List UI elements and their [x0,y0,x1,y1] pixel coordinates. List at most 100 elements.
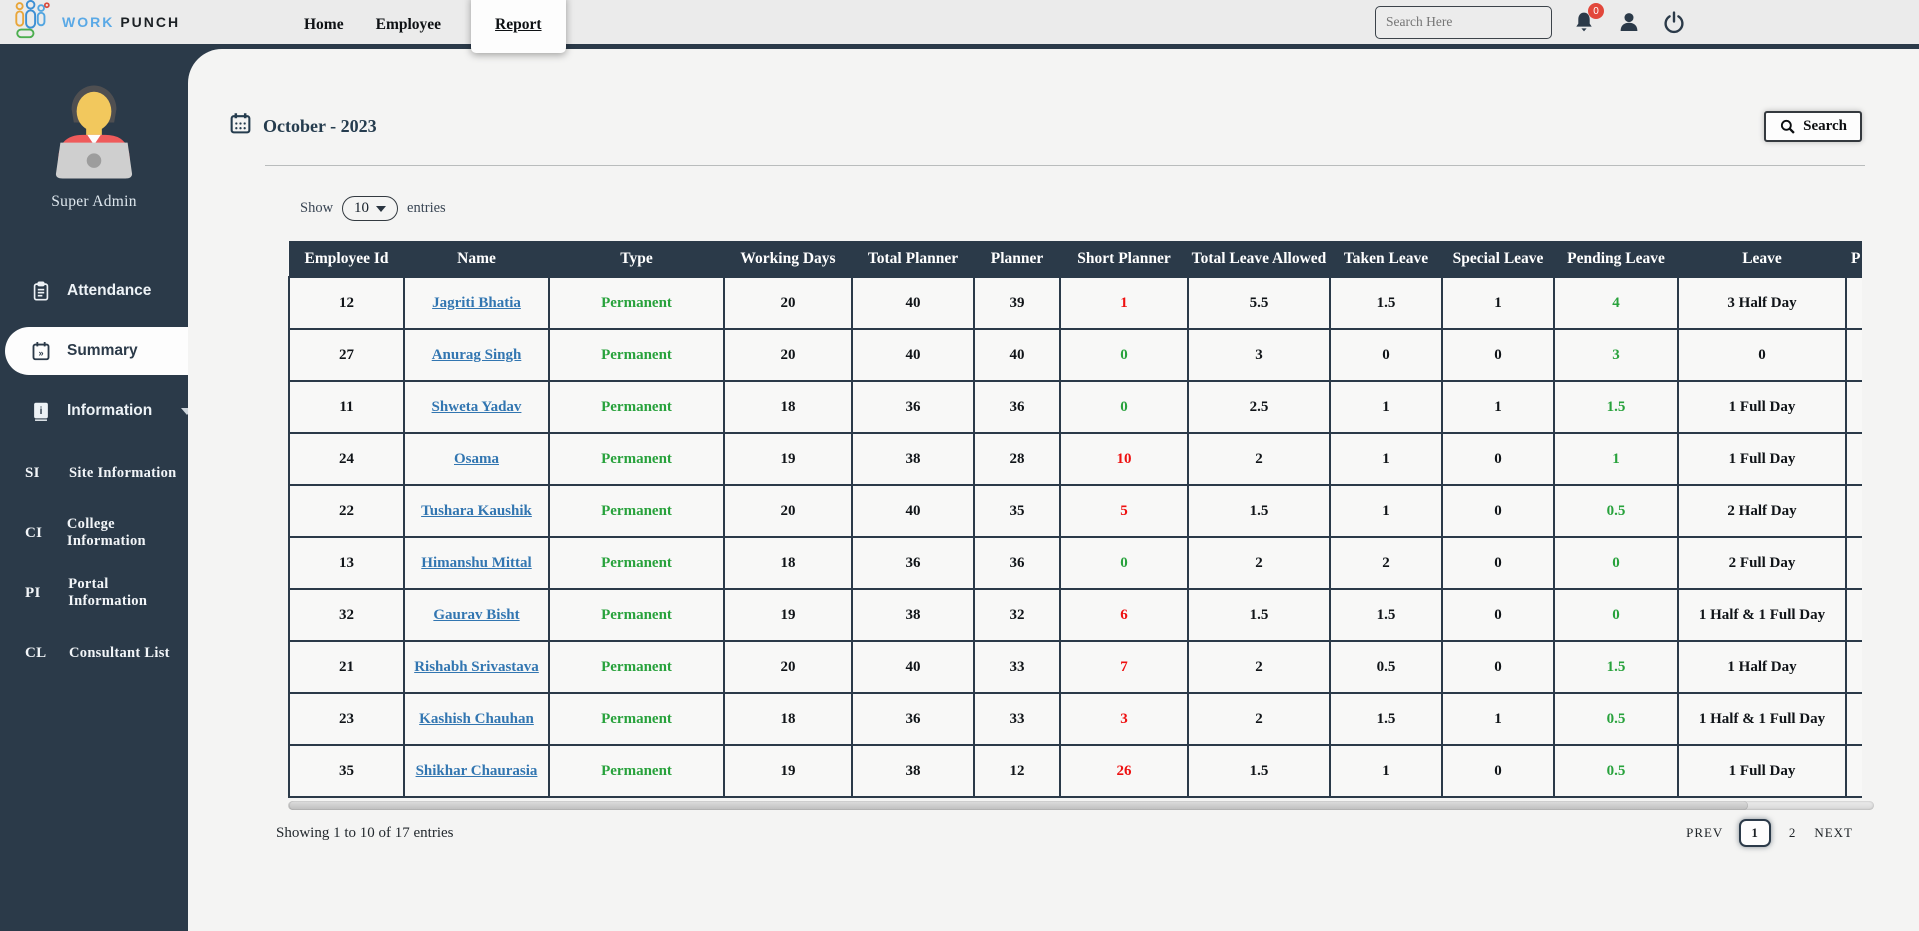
column-header-pending-leave: Pending Leave [1554,241,1678,277]
cell-short-planner: 0 [1060,329,1188,381]
cell-id: 32 [289,589,404,641]
column-header-total-leave-allowed: Total Leave Allowed [1188,241,1330,277]
nav-link-report[interactable]: Report [471,0,566,53]
user-role: Super Admin [0,193,188,211]
cell-name: Jagriti Bhatia [404,277,549,329]
pagination-pages: 12 [1739,819,1798,847]
sidebar: Super Admin Attendance »Summary iInformati… [0,49,188,931]
employee-name-link[interactable]: Himanshu Mittal [421,555,531,571]
cell-type: Permanent [549,693,724,745]
cell-leave: 3 Half Day [1678,277,1846,329]
sidebar-item-label: Information [67,402,152,420]
table-body: 12Jagriti BhatiaPermanent20403915.51.514… [289,277,1862,797]
calendar-icon [228,111,253,141]
cell-short-planner: 10 [1060,433,1188,485]
employee-name-link[interactable]: Rishabh Srivastava [414,659,539,675]
employee-name-link[interactable]: Osama [454,451,499,467]
notification-badge: 0 [1588,3,1604,19]
cell-total-planner: 38 [852,589,974,641]
cell-planner: 36 [974,537,1060,589]
cell-special-leave: 0 [1442,537,1554,589]
cell-pending-leave: 4 [1554,277,1678,329]
page-button-2[interactable]: 2 [1787,825,1799,841]
cell-working-days: 19 [724,589,852,641]
cell-leave: 1 Full Day [1678,381,1846,433]
page-button-1[interactable]: 1 [1739,819,1771,847]
cell-short-planner: 5 [1060,485,1188,537]
search-button[interactable]: Search [1764,111,1862,142]
cell-total-planner: 40 [852,277,974,329]
cell-planner: 32 [974,589,1060,641]
cell-total-leave-allowed: 2 [1188,537,1330,589]
app-body: Super Admin Attendance »Summary iInformati… [0,49,1919,931]
table-zone: Employee IdNameTypeWorking DaysTotal Pla… [288,241,1919,810]
cell-total-leave-allowed: 3 [1188,329,1330,381]
summary-calendar-icon: » [30,340,52,362]
employee-name-link[interactable]: Gaurav Bisht [433,607,519,623]
cell-working-days: 19 [724,745,852,797]
cell-taken-leave: 1 [1330,745,1442,797]
sidebar-item-consultant-list[interactable]: CLConsultant List [0,635,188,671]
sidebar-item-site-information[interactable]: SISite Information [0,455,188,491]
cell-type: Permanent [549,485,724,537]
cell-taken-leave: 0.5 [1330,641,1442,693]
cell-type: Permanent [549,329,724,381]
cell-name: Shikhar Chaurasia [404,745,549,797]
column-header-taken-leave: Taken Leave [1330,241,1442,277]
column-header-total-planner: Total Planner [852,241,974,277]
cell-total-leave-allowed: 2 [1188,693,1330,745]
cell-total-leave-allowed: 2.5 [1188,381,1330,433]
brand-logo[interactable]: WORKPUNCH [0,0,180,44]
employee-name-link[interactable]: Shikhar Chaurasia [416,763,538,779]
employee-name-link[interactable]: Shweta Yadav [432,399,522,415]
sidebar-item-attendance[interactable]: Attendance [0,269,188,313]
cell-leave: 2 Full Day [1678,537,1846,589]
table-footer: Showing 1 to 10 of 17 entries PREV 12 NE… [276,819,1853,847]
cell-short-planner: 3 [1060,693,1188,745]
employee-name-link[interactable]: Kashish Chauhan [419,711,534,727]
cell-name: Shweta Yadav [404,381,549,433]
power-icon[interactable] [1661,9,1687,35]
header-divider [265,165,1865,166]
user-icon[interactable] [1616,9,1642,35]
table-row: 23Kashish ChauhanPermanent183633321.510.… [289,693,1862,745]
nav-link-employee[interactable]: Employee [360,16,457,34]
user-block: Super Admin [0,71,188,211]
employee-name-link[interactable]: Tushara Kaushik [421,503,532,519]
horizontal-scrollbar-track [288,801,1874,810]
cell-taken-leave: 1 [1330,433,1442,485]
table-row: 35Shikhar ChaurasiaPermanent193812261.51… [289,745,1862,797]
summary-table: Employee IdNameTypeWorking DaysTotal Pla… [288,241,1862,798]
next-button[interactable]: NEXT [1814,825,1853,841]
cell-id: 35 [289,745,404,797]
cell-taken-leave: 1.5 [1330,589,1442,641]
cell-special-leave: 1 [1442,381,1554,433]
sidebar-item-college-information[interactable]: CICollege Information [0,515,188,551]
employee-name-link[interactable]: Jagriti Bhatia [432,295,521,311]
cell-total-planner: 36 [852,537,974,589]
sidebar-item-information[interactable]: iInformation [0,389,188,433]
cell-special-leave: 1 [1442,693,1554,745]
cell-type: Permanent [549,433,724,485]
nav-link-home[interactable]: Home [288,16,360,34]
navbar-tabs: HomeEmployeeReport [288,0,566,49]
table-row: 11Shweta YadavPermanent18363602.5111.51 … [289,381,1862,433]
prev-button[interactable]: PREV [1686,825,1723,841]
bell-icon[interactable]: 0 [1571,9,1597,35]
column-header-planner: Planner [974,241,1060,277]
cell-type: Permanent [549,745,724,797]
sidebar-item-summary[interactable]: »Summary [5,327,188,375]
table-row: 22Tushara KaushikPermanent20403551.5100.… [289,485,1862,537]
cell-working-days: 20 [724,641,852,693]
employee-name-link[interactable]: Anurag Singh [432,347,522,363]
search-input[interactable] [1375,6,1552,39]
page-size-select[interactable]: 10 [342,196,398,221]
cell-p-truncated [1846,485,1862,537]
column-header-p: P [1846,241,1862,277]
sidebar-item-portal-information[interactable]: PIPortal Information [0,575,188,611]
table-row: 21Rishabh SrivastavaPermanent204033720.5… [289,641,1862,693]
horizontal-scrollbar-thumb[interactable] [289,801,1748,810]
cell-planner: 40 [974,329,1060,381]
column-header-short-planner: Short Planner [1060,241,1188,277]
cell-name: Himanshu Mittal [404,537,549,589]
